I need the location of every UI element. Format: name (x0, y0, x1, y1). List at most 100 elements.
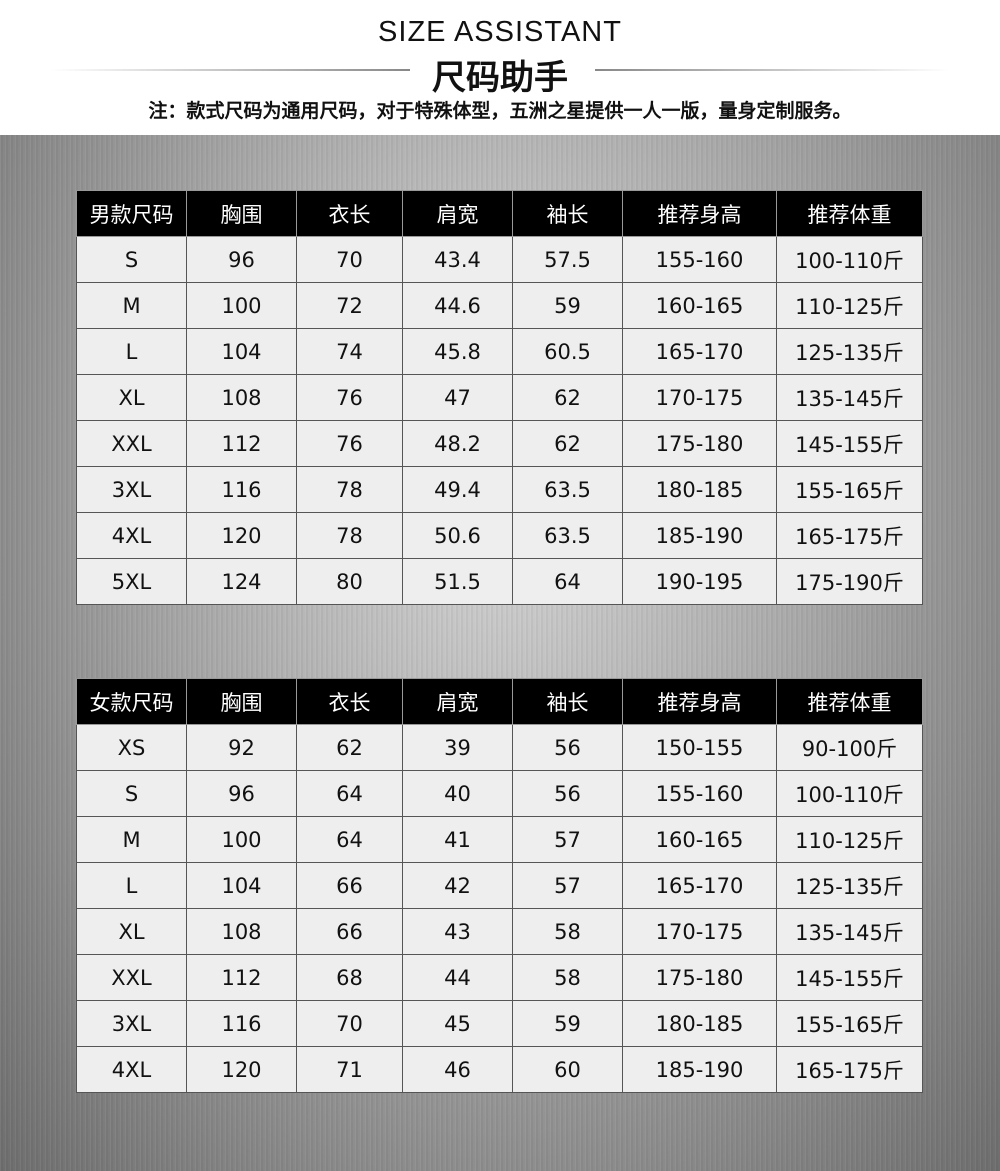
table-cell: 135-145斤 (776, 374, 923, 421)
table-cell: 59 (512, 282, 623, 329)
table-cell: 90-100斤 (776, 724, 923, 771)
column-header: 袖长 (512, 190, 623, 237)
column-header: 肩宽 (402, 678, 513, 725)
table-cell: 104 (186, 328, 297, 375)
table-cell: 165-175斤 (776, 512, 923, 559)
table-cell: 51.5 (402, 558, 513, 605)
table-row: 3XL 116 78 49.4 63.5 180-185 155-165斤 (76, 466, 923, 513)
table-cell: 190-195 (622, 558, 777, 605)
table-cell: 62 (512, 374, 623, 421)
note-text: 注：款式尺码为通用尺码，对于特殊体型，五洲之星提供一人一版，量身定制服务。 (148, 100, 852, 122)
table-cell: 180-185 (622, 466, 777, 513)
table-cell: 180-185 (622, 1000, 777, 1047)
table-cell: 47 (402, 374, 513, 421)
table-cell: 76 (296, 420, 403, 467)
table-cell: S (76, 770, 187, 817)
table-cell: 108 (186, 374, 297, 421)
table-cell: 108 (186, 908, 297, 955)
table-cell: XXL (76, 420, 187, 467)
table-cell: 155-160 (622, 770, 777, 817)
table-cell: 48.2 (402, 420, 513, 467)
table-cell: 39 (402, 724, 513, 771)
table-cell: M (76, 282, 187, 329)
table-cell: 44.6 (402, 282, 513, 329)
header-panel: SIZE ASSISTANT 尺码助手 注：款式尺码为通用尺码，对于特殊体型，五… (0, 0, 1000, 135)
column-header: 袖长 (512, 678, 623, 725)
table-cell: L (76, 328, 187, 375)
table-cell: 185-190 (622, 512, 777, 559)
table-cell: 155-165斤 (776, 466, 923, 513)
table-cell: 68 (296, 954, 403, 1001)
table-cell: 50.6 (402, 512, 513, 559)
table-cell: 64 (296, 816, 403, 863)
table-cell: 175-180 (622, 954, 777, 1001)
table-cell: 64 (512, 558, 623, 605)
table-cell: 62 (512, 420, 623, 467)
table-cell: 70 (296, 1000, 403, 1047)
table-cell: 96 (186, 236, 297, 283)
table-cell: 104 (186, 862, 297, 909)
table-cell: 45 (402, 1000, 513, 1047)
table-row: M 100 72 44.6 59 160-165 110-125斤 (76, 282, 923, 329)
column-header: 肩宽 (402, 190, 513, 237)
table-cell: 112 (186, 954, 297, 1001)
table-cell: 100 (186, 282, 297, 329)
table-cell: 60 (512, 1046, 623, 1093)
table-row: M 100 64 41 57 160-165 110-125斤 (76, 816, 923, 863)
table-cell: 60.5 (512, 328, 623, 375)
table-cell: 110-125斤 (776, 282, 923, 329)
table-cell: 145-155斤 (776, 420, 923, 467)
table-cell: 46 (402, 1046, 513, 1093)
table-cell: 120 (186, 512, 297, 559)
column-header: 推荐体重 (776, 678, 923, 725)
table-cell: 110-125斤 (776, 816, 923, 863)
table-cell: 124 (186, 558, 297, 605)
table-row: L 104 74 45.8 60.5 165-170 125-135斤 (76, 328, 923, 375)
table-cell: 100 (186, 816, 297, 863)
table-cell: 74 (296, 328, 403, 375)
table-cell: 125-135斤 (776, 328, 923, 375)
column-header: 女款尺码 (76, 678, 187, 725)
table-row: S 96 70 43.4 57.5 155-160 100-110斤 (76, 236, 923, 283)
table-cell: 170-175 (622, 374, 777, 421)
table-cell: XXL (76, 954, 187, 1001)
table-cell: 165-175斤 (776, 1046, 923, 1093)
table-cell: 70 (296, 236, 403, 283)
table-cell: 120 (186, 1046, 297, 1093)
table-row: 5XL 124 80 51.5 64 190-195 175-190斤 (76, 558, 923, 605)
table-cell: 59 (512, 1000, 623, 1047)
table-cell: 116 (186, 1000, 297, 1047)
column-header: 衣长 (296, 678, 403, 725)
table-row: 3XL 116 70 45 59 180-185 155-165斤 (76, 1000, 923, 1047)
table-cell: 78 (296, 512, 403, 559)
table-cell: 41 (402, 816, 513, 863)
table-cell: 78 (296, 466, 403, 513)
column-header: 胸围 (186, 190, 297, 237)
mens-size-table: 男款尺码 胸围 衣长 肩宽 袖长 推荐身高 推荐体重 S 96 70 43.4 57.5 155-160… (76, 190, 923, 605)
table-cell: 135-145斤 (776, 908, 923, 955)
table-cell: 57 (512, 816, 623, 863)
table-cell: 57.5 (512, 236, 623, 283)
womens-size-table: 女款尺码 胸围 衣长 肩宽 袖长 推荐身高 推荐体重 XS 92 62 39 56 150-155 90-… (76, 678, 923, 1093)
table-cell: 170-175 (622, 908, 777, 955)
table-row: XS 92 62 39 56 150-155 90-100斤 (76, 724, 923, 771)
table-cell: 150-155 (622, 724, 777, 771)
table-cell: 155-165斤 (776, 1000, 923, 1047)
table-cell: 100-110斤 (776, 236, 923, 283)
column-header: 推荐身高 (622, 678, 777, 725)
table-cell: S (76, 236, 187, 283)
table-cell: 125-135斤 (776, 862, 923, 909)
column-header: 男款尺码 (76, 190, 187, 237)
divider-left (50, 69, 410, 71)
table-cell: 112 (186, 420, 297, 467)
divider-right (595, 69, 950, 71)
table-cell: 175-180 (622, 420, 777, 467)
table-cell: 116 (186, 466, 297, 513)
table-cell: XL (76, 374, 187, 421)
table-row: 4XL 120 71 46 60 185-190 165-175斤 (76, 1046, 923, 1093)
table-row: XXL 112 76 48.2 62 175-180 145-155斤 (76, 420, 923, 467)
table-cell: XS (76, 724, 187, 771)
table-cell: 100-110斤 (776, 770, 923, 817)
table-cell: 44 (402, 954, 513, 1001)
table-cell: 57 (512, 862, 623, 909)
